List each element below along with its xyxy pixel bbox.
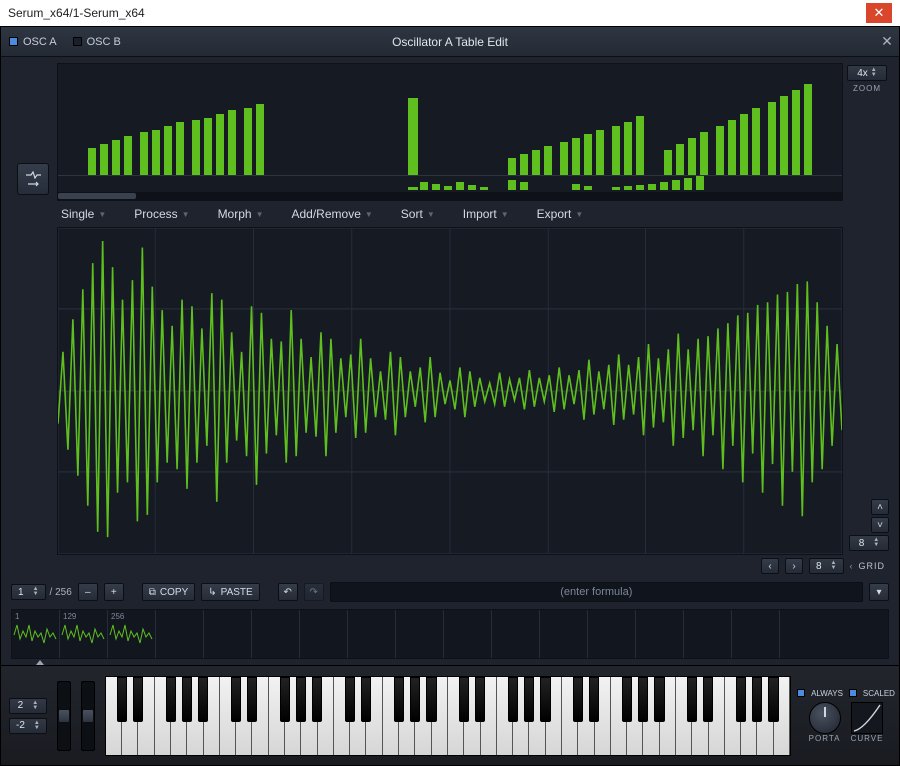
editor-close-button[interactable]: ✕	[877, 31, 897, 51]
keyboard-section: 2▲▼ -2▲▼ ALWAYS SCALED PORTA	[1, 665, 899, 765]
menu-morph[interactable]: Morph▼	[218, 207, 264, 221]
windows-titlebar: Serum_x64/1-Serum_x64 ✕	[0, 0, 900, 26]
osc-a-led	[9, 37, 18, 46]
waveform-right-controls: ˄ ˅ 8▲▼	[849, 499, 889, 551]
menu-process[interactable]: Process▼	[134, 207, 189, 221]
octave-down[interactable]: -2▲▼	[9, 718, 47, 734]
zoom-control: 4x▲▼ ZOOM	[847, 65, 887, 93]
wavetable-frame[interactable]: 256	[108, 610, 156, 658]
menu-import[interactable]: Import▼	[463, 207, 509, 221]
frame-remove-button[interactable]: –	[78, 583, 98, 601]
wavetable-frame[interactable]: 129	[60, 610, 108, 658]
formula-dropdown[interactable]: ▾	[869, 583, 889, 601]
wave-down-button[interactable]: ˅	[871, 517, 889, 533]
menu-export[interactable]: Export▼	[537, 207, 584, 221]
wavetable-frames-strip[interactable]: 1129256	[11, 609, 889, 659]
wavetable-frame[interactable]: 1	[12, 610, 60, 658]
spectrum-mode-button[interactable]	[17, 163, 49, 195]
osc-a-tab[interactable]: OSC A	[1, 36, 65, 48]
osc-b-tab[interactable]: OSC B	[65, 36, 129, 48]
portamento-panel: ALWAYS SCALED PORTA CURVE	[801, 689, 891, 743]
osc-b-led	[73, 37, 82, 46]
spectrum-scrollbar-track	[58, 192, 842, 200]
grid-label: GRID	[859, 561, 886, 571]
zoom-value[interactable]: 4x▲▼	[847, 65, 887, 81]
window-close-button[interactable]: ✕	[866, 3, 892, 23]
waveform-panel[interactable]	[57, 227, 843, 555]
menu-sort[interactable]: Sort▼	[401, 207, 435, 221]
prev-frame-button[interactable]: ‹	[761, 558, 779, 574]
editor-body: 4x▲▼ ZOOM Single▼ Process▼ Morph▼ Add/Remov…	[1, 57, 899, 665]
mod-wheel[interactable]	[81, 681, 95, 751]
frame-index[interactable]: 1▲▼	[11, 584, 46, 600]
scaled-led[interactable]	[849, 689, 857, 697]
menu-addremove[interactable]: Add/Remove▼	[292, 207, 373, 221]
window-title: Serum_x64/1-Serum_x64	[8, 0, 145, 26]
editor-title: Oscillator A Table Edit	[1, 35, 899, 49]
frame-add-button[interactable]: +	[104, 583, 124, 601]
formula-row: 1▲▼ / 256 – + ⧉COPY ↳PASTE ↶ ↷ (enter fo…	[11, 579, 889, 605]
porta-knob[interactable]	[809, 702, 841, 734]
waveform-section: ˄ ˅ 8▲▼	[57, 227, 843, 555]
paste-button[interactable]: ↳PASTE	[201, 583, 259, 601]
grid-size[interactable]: 8▲▼	[809, 558, 844, 574]
undo-button[interactable]: ↶	[278, 583, 298, 601]
next-frame-button[interactable]: ›	[785, 558, 803, 574]
zoom-label: ZOOM	[847, 84, 887, 93]
always-led[interactable]	[797, 689, 805, 697]
menu-single[interactable]: Single▼	[61, 207, 106, 221]
octave-up[interactable]: 2▲▼	[9, 698, 47, 714]
wave-up-button[interactable]: ˄	[871, 499, 889, 515]
pitch-wheel[interactable]	[57, 681, 71, 751]
wavetable-menubar: Single▼ Process▼ Morph▼ Add/Remove▼ Sort▼ Imp…	[57, 201, 843, 227]
formula-input[interactable]: (enter formula)	[330, 582, 863, 602]
wavetable-position-marker[interactable]	[36, 660, 44, 665]
wave-divisions[interactable]: 8▲▼	[849, 535, 889, 551]
frame-total: / 256	[50, 587, 72, 598]
midi-keyboard[interactable]	[105, 676, 791, 756]
curve-display[interactable]	[851, 702, 883, 734]
spectrum-panel[interactable]	[57, 63, 843, 201]
editor-header: OSC A OSC B Oscillator A Table Edit ✕	[1, 27, 899, 57]
serum-plugin-window: OSC A OSC B Oscillator A Table Edit ✕	[0, 26, 900, 766]
spectrum-scrollbar-thumb[interactable]	[58, 193, 136, 199]
spectrum-section: 4x▲▼ ZOOM	[11, 63, 889, 201]
redo-button[interactable]: ↷	[304, 583, 324, 601]
copy-button[interactable]: ⧉COPY	[142, 583, 195, 601]
grid-controls-row: ‹ › 8▲▼ ‹ GRID	[57, 555, 885, 577]
